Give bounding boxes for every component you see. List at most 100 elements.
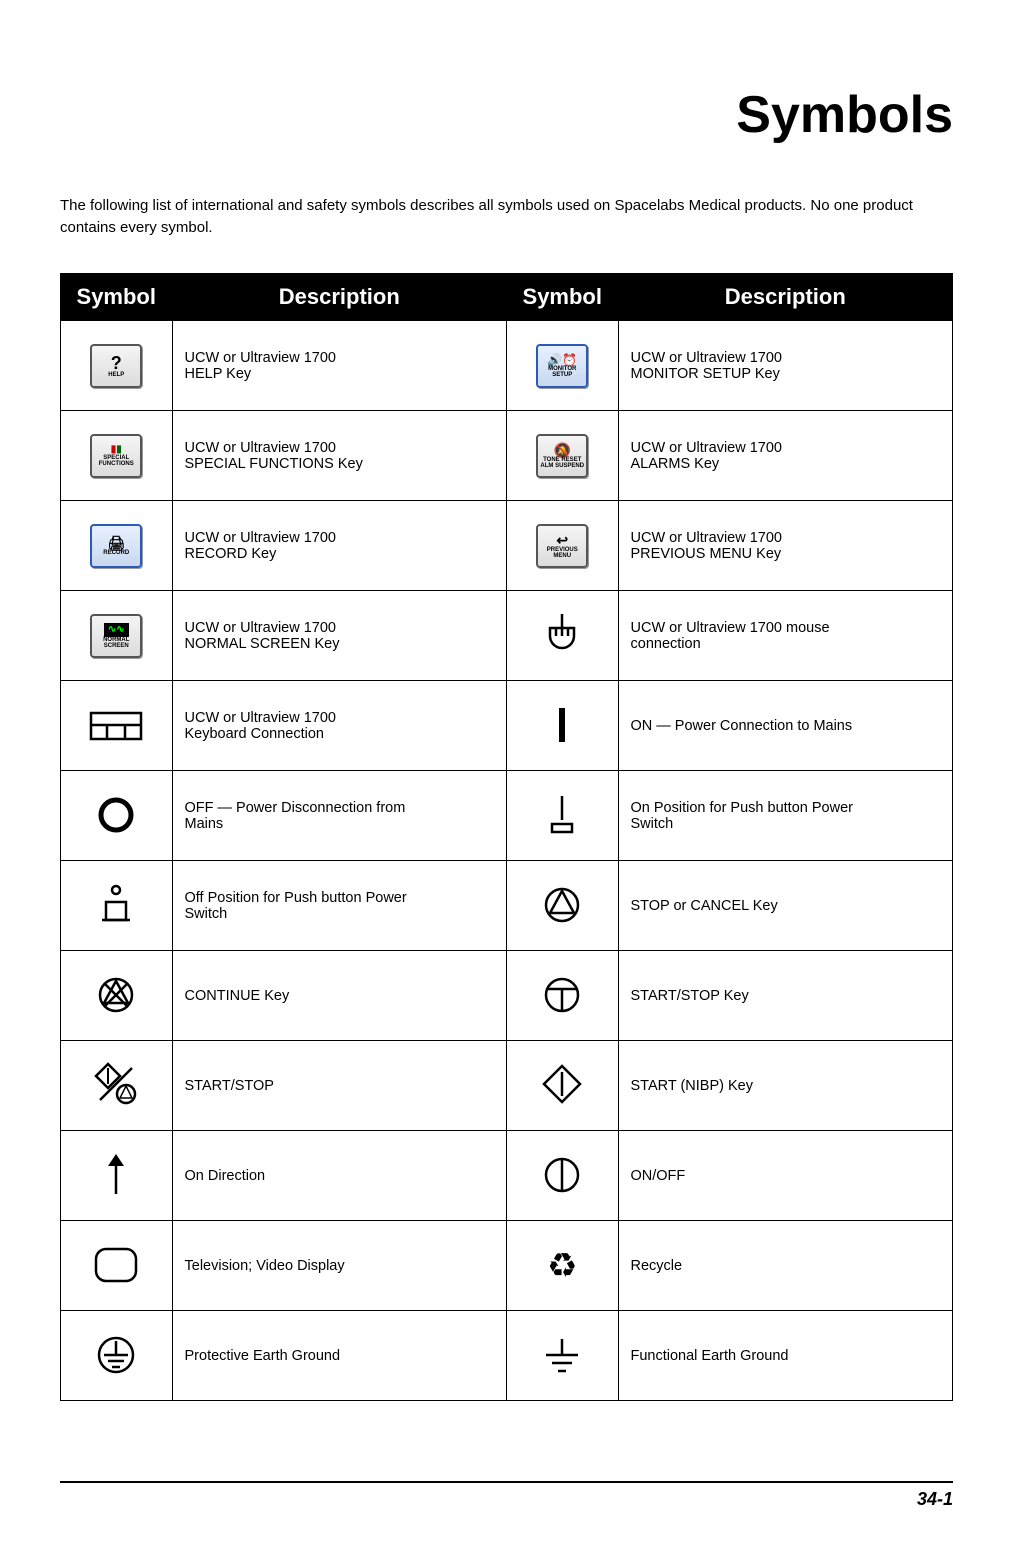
symbol-cell: [507, 771, 619, 861]
recycle-icon: ♻: [535, 1244, 589, 1288]
desc-line: UCW or Ultraview 1700: [185, 530, 495, 546]
description-cell: Off Position for Push button PowerSwitch: [172, 861, 507, 951]
off-power-icon: [89, 793, 143, 837]
desc-line: UCW or Ultraview 1700: [185, 710, 495, 726]
previous-menu-key-icon: ↩PREVIOUSMENU: [535, 524, 589, 568]
start-nibp-icon: [535, 1062, 589, 1106]
page-title: Symbols: [60, 85, 953, 145]
desc-line: UCW or Ultraview 1700: [185, 620, 495, 636]
on-off-icon: [535, 1153, 589, 1197]
description-cell: Functional Earth Ground: [618, 1311, 953, 1401]
table-row: ∿∿NORMALSCREEN UCW or Ultraview 1700NORMA…: [61, 591, 953, 681]
description-cell: START (NIBP) Key: [618, 1041, 953, 1131]
description-cell: UCW or Ultraview 1700HELP Key: [172, 321, 507, 411]
desc-line: UCW or Ultraview 1700: [631, 440, 941, 456]
record-key-icon: 🖨RECORD: [89, 524, 143, 568]
symbol-cell: [61, 1041, 173, 1131]
table-row: Off Position for Push button PowerSwitch…: [61, 861, 953, 951]
pe-ground-icon: [89, 1333, 143, 1377]
symbol-cell: [507, 1311, 619, 1401]
description-cell: On Direction: [172, 1131, 507, 1221]
symbol-cell: 🖨RECORD: [61, 501, 173, 591]
description-cell: UCW or Ultraview 1700MONITOR SETUP Key: [618, 321, 953, 411]
desc-line: ON — Power Connection to Mains: [631, 718, 941, 734]
th-symbol-left: Symbol: [61, 274, 173, 321]
off-push-icon: [89, 882, 143, 926]
description-cell: ON/OFF: [618, 1131, 953, 1221]
desc-line: ON/OFF: [631, 1168, 941, 1184]
description-cell: UCW or Ultraview 1700SPECIAL FUNCTIONS K…: [172, 411, 507, 501]
table-header-row: Symbol Description Symbol Description: [61, 274, 953, 321]
tv-icon: [89, 1243, 143, 1287]
on-power-icon: [535, 703, 589, 747]
symbol-cell: [507, 681, 619, 771]
description-cell: UCW or Ultraview 1700 mouseconnection: [618, 591, 953, 681]
description-cell: CONTINUE Key: [172, 951, 507, 1041]
symbol-cell: [507, 951, 619, 1041]
symbol-cell: [507, 591, 619, 681]
desc-line: Keyboard Connection: [185, 726, 495, 742]
th-description-right: Description: [618, 274, 953, 321]
on-push-icon: [535, 792, 589, 836]
start-stop-tee-icon: [535, 973, 589, 1017]
desc-line: UCW or Ultraview 1700: [631, 350, 941, 366]
table-row: UCW or Ultraview 1700Keyboard Connection…: [61, 681, 953, 771]
desc-line: Off Position for Push button Power: [185, 890, 495, 906]
help-key-icon: ?HELP: [89, 344, 143, 388]
desc-line: Recycle: [631, 1258, 941, 1274]
desc-line: NORMAL SCREEN Key: [185, 636, 495, 652]
desc-line: UCW or Ultraview 1700 mouse: [631, 620, 941, 636]
desc-line: UCW or Ultraview 1700: [185, 350, 495, 366]
description-cell: START/STOP Key: [618, 951, 953, 1041]
symbol-cell: [507, 861, 619, 951]
desc-line: UCW or Ultraview 1700: [631, 530, 941, 546]
table-row: On Direction ON/OFF: [61, 1131, 953, 1221]
on-direction-icon: [89, 1152, 143, 1196]
symbol-cell: ▮▮SPECIALFUNCTIONS: [61, 411, 173, 501]
desc-line: Functional Earth Ground: [631, 1348, 941, 1364]
symbol-cell: 🔊⏰MONITORSETUP: [507, 321, 619, 411]
description-cell: Recycle: [618, 1221, 953, 1311]
desc-line: UCW or Ultraview 1700: [185, 440, 495, 456]
symbol-cell: ♻: [507, 1221, 619, 1311]
symbol-cell: ?HELP: [61, 321, 173, 411]
symbol-cell: [507, 1131, 619, 1221]
page-footer: 34-1: [60, 1481, 953, 1510]
monitor-setup-key-icon: 🔊⏰MONITORSETUP: [535, 344, 589, 388]
desc-line: RECORD Key: [185, 546, 495, 562]
symbol-cell: [61, 1221, 173, 1311]
symbol-cell: 🔕TONE RESETALM SUSPEND: [507, 411, 619, 501]
keyboard-conn-icon: [89, 704, 143, 748]
desc-line: Protective Earth Ground: [185, 1348, 495, 1364]
table-row: ?HELPUCW or Ultraview 1700HELP Key🔊⏰MONI…: [61, 321, 953, 411]
desc-line: On Direction: [185, 1168, 495, 1184]
table-row: Television; Video Display♻Recycle: [61, 1221, 953, 1311]
description-cell: OFF — Power Disconnection fromMains: [172, 771, 507, 861]
desc-line: HELP Key: [185, 366, 495, 382]
start-stop-slash-icon: [89, 1062, 143, 1106]
desc-line: PREVIOUS MENU Key: [631, 546, 941, 562]
symbol-cell: [61, 681, 173, 771]
desc-line: SPECIAL FUNCTIONS Key: [185, 456, 495, 472]
normal-screen-key-icon: ∿∿NORMALSCREEN: [89, 614, 143, 658]
intro-paragraph: The following list of international and …: [60, 195, 953, 239]
desc-line: STOP or CANCEL Key: [631, 898, 941, 914]
description-cell: START/STOP: [172, 1041, 507, 1131]
description-cell: UCW or Ultraview 1700ALARMS Key: [618, 411, 953, 501]
symbol-cell: ↩PREVIOUSMENU: [507, 501, 619, 591]
page-number: 34-1: [917, 1489, 953, 1509]
desc-line: OFF — Power Disconnection from: [185, 800, 495, 816]
desc-line: ALARMS Key: [631, 456, 941, 472]
desc-line: connection: [631, 636, 941, 652]
desc-line: START/STOP: [185, 1078, 495, 1094]
table-row: ▮▮SPECIALFUNCTIONSUCW or Ultraview 1700S…: [61, 411, 953, 501]
description-cell: On Position for Push button PowerSwitch: [618, 771, 953, 861]
symbol-cell: [507, 1041, 619, 1131]
symbol-cell: [61, 1311, 173, 1401]
table-row: CONTINUE Key START/STOP Key: [61, 951, 953, 1041]
table-row: 🖨RECORDUCW or Ultraview 1700RECORD Key↩P…: [61, 501, 953, 591]
mouse-conn-icon: [535, 612, 589, 656]
table-row: START/STOP START (NIBP) Key: [61, 1041, 953, 1131]
symbol-cell: [61, 771, 173, 861]
desc-line: Switch: [185, 906, 495, 922]
